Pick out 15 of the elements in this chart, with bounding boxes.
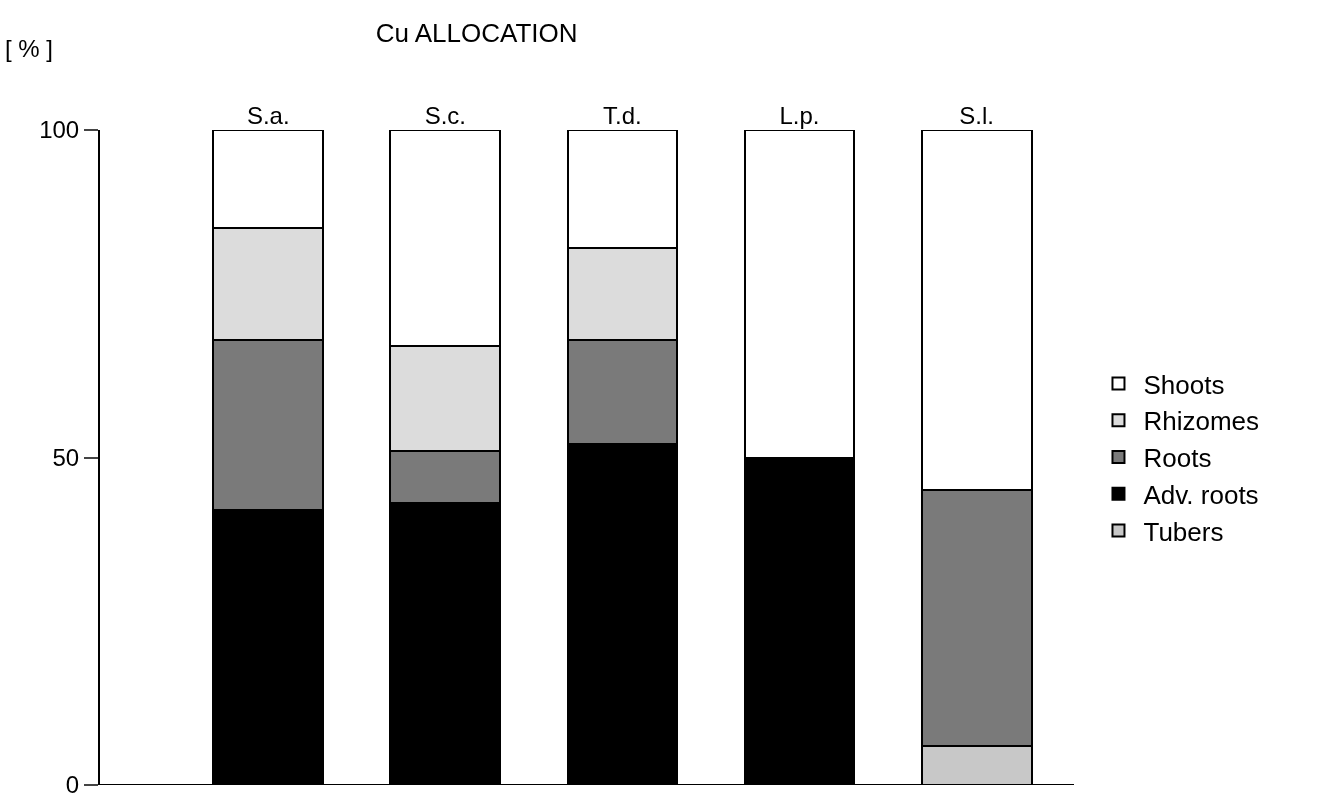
legend-label: Shoots [1143,369,1225,400]
y-tick-label: 0 [65,771,80,799]
chart-title: Cu ALLOCATION [375,18,578,49]
y-tick-label: 100 [39,116,80,144]
x-tick-label: S.c. [424,102,466,130]
x-tick-label: L.p. [779,102,820,130]
x-tick-label: T.d. [603,102,642,130]
y-axis-title: [ % ] [5,35,54,62]
legend-label: Roots [1143,443,1212,474]
x-tick-label: S.l. [959,102,994,130]
y-tick-label: 50 [52,443,80,471]
legend-label: Rhizomes [1143,406,1260,437]
legend-label: Adv. roots [1143,479,1259,510]
legend-label: Tubers [1143,516,1224,547]
x-tick-label: S.a. [246,102,290,130]
